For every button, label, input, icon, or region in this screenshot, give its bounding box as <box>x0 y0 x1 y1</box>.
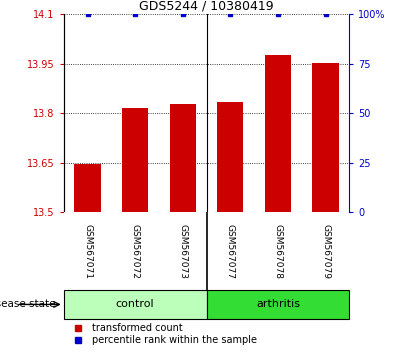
Bar <box>217 102 243 212</box>
Bar <box>265 56 291 212</box>
Bar <box>206 290 349 319</box>
Bar <box>64 290 206 319</box>
Text: control: control <box>116 299 155 309</box>
Text: disease state: disease state <box>0 299 55 309</box>
Text: GSM567071: GSM567071 <box>83 224 92 279</box>
Title: GDS5244 / 10380419: GDS5244 / 10380419 <box>139 0 274 13</box>
Bar <box>312 63 339 212</box>
Bar <box>170 104 196 212</box>
Legend: transformed count, percentile rank within the sample: transformed count, percentile rank withi… <box>69 324 257 346</box>
Text: GSM567073: GSM567073 <box>178 224 187 279</box>
Text: GSM567079: GSM567079 <box>321 224 330 279</box>
Bar <box>74 165 101 212</box>
Text: GSM567072: GSM567072 <box>131 224 140 279</box>
Bar <box>122 108 148 212</box>
Text: arthritis: arthritis <box>256 299 300 309</box>
Text: GSM567077: GSM567077 <box>226 224 235 279</box>
Text: GSM567078: GSM567078 <box>273 224 282 279</box>
